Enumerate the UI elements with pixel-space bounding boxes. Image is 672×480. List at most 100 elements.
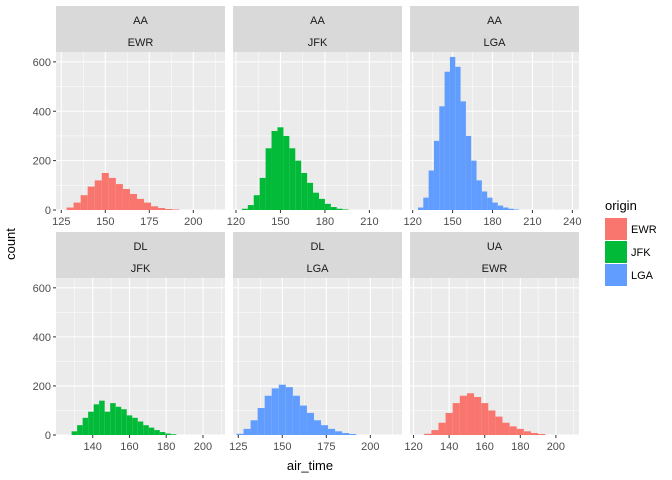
histogram-bar [250, 420, 258, 435]
histogram-bar [328, 428, 336, 435]
strip-label-origin: JFK [308, 37, 328, 49]
x-tick-label: 120 [227, 216, 245, 228]
legend-label-jfk: JFK [631, 247, 651, 259]
legend-label-ewr: EWR [631, 224, 657, 236]
strip-label-origin: JFK [131, 263, 151, 275]
histogram-bar [73, 202, 81, 210]
strip-label-carrier: UA [487, 241, 503, 253]
y-tick-label: 0 [45, 205, 51, 217]
histogram-bar [136, 198, 145, 210]
x-tick-label: 240 [563, 216, 581, 228]
histogram-bar [508, 208, 514, 210]
histogram-bar [497, 205, 504, 210]
histogram-bar [503, 207, 509, 210]
strip-label-carrier: AA [310, 15, 325, 27]
facet-strip [56, 6, 225, 52]
histogram-bar [487, 197, 493, 210]
x-tick-label: 180 [316, 216, 334, 228]
histogram-bar [93, 404, 100, 435]
strip-label-carrier: DL [133, 241, 147, 253]
histogram-bar [495, 416, 503, 435]
histogram-bar [471, 160, 477, 210]
histogram-bar [265, 148, 272, 210]
histogram-bar [108, 177, 116, 210]
histogram-bar [313, 420, 322, 435]
histogram-bar [439, 106, 445, 210]
facet-panel-dl-lga: DL LGA 125 150 175 200 [229, 232, 402, 453]
facet-panel-aa-jfk: AA JFK 120 150 180 210 [227, 6, 402, 228]
strip-label-carrier: AA [487, 15, 502, 27]
y-tick-label: 400 [33, 332, 51, 344]
histogram-bar [301, 172, 308, 210]
panel-background [56, 278, 225, 435]
histogram-bar [431, 430, 439, 435]
x-tick-label: 150 [443, 216, 461, 228]
legend-key-lga [605, 264, 627, 286]
histogram-bar [104, 411, 111, 435]
histogram-bar [148, 427, 155, 435]
histogram-bar [502, 422, 510, 435]
histogram-bar [423, 197, 429, 210]
histogram-bar [165, 209, 173, 210]
y-tick-label: 200 [33, 381, 51, 393]
histogram-bar [277, 127, 284, 210]
histogram-bar [523, 431, 531, 435]
histogram-bar [306, 412, 314, 435]
histogram-bar [474, 396, 482, 435]
histogram-bar [99, 400, 105, 435]
histogram-bar [154, 430, 160, 435]
histogram-bar [455, 66, 461, 210]
x-tick-label: 210 [523, 216, 541, 228]
x-tick-label: 200 [184, 216, 202, 228]
histogram-bar [82, 417, 89, 435]
histogram-bar [88, 411, 94, 435]
x-tick-label: 125 [229, 441, 247, 453]
histogram-bar [438, 422, 446, 435]
x-tick-label: 180 [157, 441, 175, 453]
histogram-bar [342, 433, 350, 435]
histogram-bar [433, 140, 440, 210]
strip-label-carrier: AA [133, 15, 148, 27]
histogram-bar [143, 425, 149, 435]
y-tick-label: 200 [33, 156, 51, 168]
histogram-bar [121, 409, 127, 435]
histogram-bar [424, 433, 432, 435]
histogram-bar [449, 56, 456, 210]
histogram-bar [129, 193, 137, 210]
histogram-bar [170, 434, 177, 435]
histogram-bar [295, 160, 302, 210]
histogram-bar [459, 395, 467, 435]
facet-strip [233, 6, 402, 52]
x-tick-label: 175 [317, 441, 335, 453]
histogram-bar [122, 189, 130, 210]
histogram-bar [132, 417, 138, 435]
histogram-bar [66, 207, 74, 210]
histogram-bar [110, 403, 116, 435]
histogram-bar [318, 198, 325, 210]
strip-label-origin: EWR [128, 37, 154, 49]
histogram-bar [159, 432, 166, 435]
x-tick-label: 160 [120, 441, 138, 453]
histogram-bar [460, 101, 466, 210]
y-axis-title: count [3, 228, 18, 260]
histogram-bar [151, 206, 159, 210]
histogram-bar [465, 135, 472, 210]
histogram-bar [115, 406, 122, 435]
x-tick-label: 150 [273, 441, 291, 453]
histogram-bar [115, 184, 123, 210]
x-tick-label: 125 [52, 216, 70, 228]
y-axis-layer: 0 200 400 600 0 200 400 600 [33, 57, 56, 442]
histogram-bar [321, 425, 329, 435]
histogram-bar [80, 195, 88, 210]
x-tick-label: 200 [194, 441, 212, 453]
x-tick-label: 150 [271, 216, 289, 228]
histogram-bar [492, 202, 498, 210]
facet-panel-aa-ewr: AA EWR 125 150 175 200 [52, 6, 225, 228]
legend-entries: EWR JFK LGA [605, 218, 657, 286]
histogram-bar [299, 405, 307, 435]
histogram-bar [144, 202, 152, 210]
facet-strip [56, 232, 225, 278]
facet-panel-aa-lga: AA LGA 120 150 180 210 240 [403, 6, 582, 228]
strip-label-origin: LGA [483, 37, 506, 49]
facet-strip [410, 6, 579, 52]
